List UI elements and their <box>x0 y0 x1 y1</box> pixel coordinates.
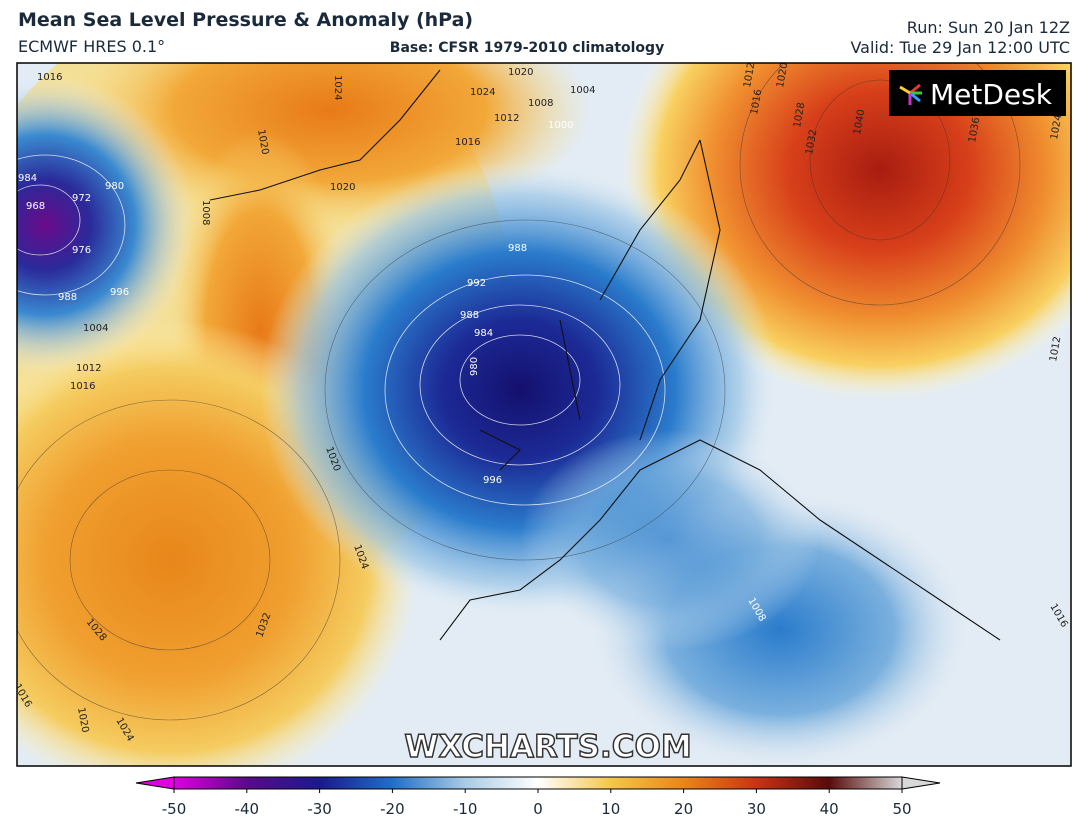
isobar-label: 988 <box>508 243 527 254</box>
isobar-label: 996 <box>110 287 129 298</box>
colorbar-tick-label: -50 <box>162 800 187 818</box>
isobar-label: 1036 <box>967 117 982 144</box>
isobar-label: 1020 <box>75 707 90 734</box>
isobar-label: 1012 <box>1048 336 1063 363</box>
colorbar-tick-label: -20 <box>380 800 405 818</box>
isobar-label: 1016 <box>749 89 764 116</box>
title: Mean Sea Level Pressure & Anomaly (hPa) <box>18 9 473 31</box>
isobar-label: 1020 <box>775 62 790 89</box>
isobar-label: 1024 <box>470 87 495 98</box>
isobar-label: 1040 <box>852 109 867 136</box>
colorbar-tick-label: 30 <box>747 800 766 818</box>
isobar-label: 984 <box>18 173 37 184</box>
isobar-label: 988 <box>58 292 77 303</box>
watermark: WXCHARTS.COM <box>404 729 691 765</box>
colorbar-tick-label: -30 <box>307 800 332 818</box>
isobar-label: 976 <box>72 245 91 256</box>
colorbar: -50 -40 -30 -20 -10 0 10 20 30 40 50 <box>135 776 941 818</box>
isobar-label: 1008 <box>200 200 211 225</box>
isobar-label: 972 <box>72 193 91 204</box>
run: Run: Sun 20 Jan 12Z <box>907 18 1070 37</box>
isobar-label: 1016 <box>455 137 480 148</box>
isobar-label: 980 <box>469 357 480 376</box>
isobar-label: 1000 <box>548 120 573 131</box>
isobar-label: 980 <box>105 181 124 192</box>
isobar-label: 996 <box>483 475 502 486</box>
isobar-label: 988 <box>460 310 479 321</box>
map-frame <box>16 62 1072 767</box>
base: Base: CFSR 1979-2010 climatology <box>390 40 664 56</box>
colorbar-tick-label: 0 <box>533 800 543 818</box>
isobar-label: 984 <box>474 328 493 339</box>
isobar-label: 1020 <box>330 182 355 193</box>
colorbar-tick-label: 20 <box>674 800 693 818</box>
isobar-label: 1016 <box>70 381 95 392</box>
colorbar-tick-label: -40 <box>235 800 260 818</box>
colorbar-arrow-right <box>901 776 941 790</box>
map: 1016 1024 1020 1024 1020 1016 1012 1008 … <box>17 62 1071 766</box>
isobar-label: 1012 <box>76 363 101 374</box>
model: ECMWF HRES 0.1° <box>18 37 165 56</box>
valid: Valid: Tue 29 Jan 12:00 UTC <box>850 38 1070 57</box>
isobar-label: 1024 <box>332 75 343 100</box>
isobar-label: 1024 <box>1049 114 1064 141</box>
isobar-label: 992 <box>467 278 486 289</box>
isobar-label: 1008 <box>528 98 553 109</box>
isobar-label: 1032 <box>804 129 819 156</box>
colorbar-tick-label: -10 <box>453 800 478 818</box>
isobar-label: 1028 <box>792 102 807 129</box>
isobar-label: 1004 <box>83 323 108 334</box>
logo: MetDesk <box>930 78 1053 111</box>
isobar-label: 1020 <box>508 67 533 78</box>
colorbar-tick-label: 40 <box>820 800 839 818</box>
isobar-label: 1012 <box>742 62 757 89</box>
colorbar-tick-label: 50 <box>892 800 911 818</box>
isobar-label: 1016 <box>37 72 62 83</box>
colorbar-scale <box>173 776 903 790</box>
colorbar-tick-label: 10 <box>601 800 620 818</box>
isobar-label: 1012 <box>494 113 519 124</box>
isobar-label: 968 <box>26 201 45 212</box>
isobar-label: 1004 <box>570 85 595 96</box>
isobar-label: 1020 <box>255 129 270 156</box>
colorbar-arrow-left <box>135 776 175 790</box>
